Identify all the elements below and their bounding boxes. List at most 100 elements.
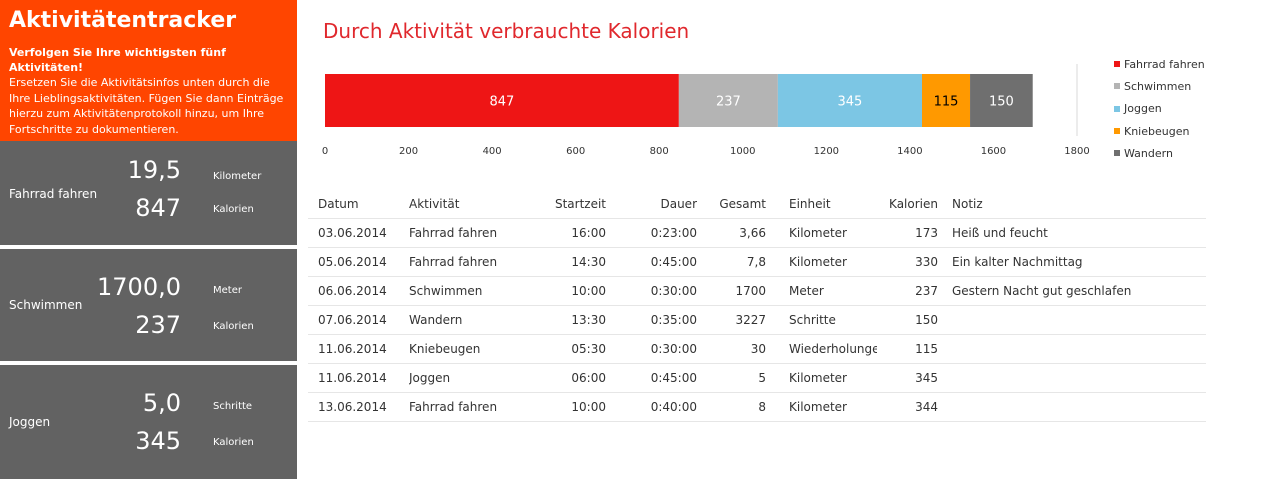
cell-kalorien[interactable]: 345 — [915, 371, 938, 385]
table-row[interactable]: 13.06.2014 Fahrrad fahren 10:00 0:40:00 8 Kil… — [308, 393, 1206, 422]
legend-swatch — [1114, 83, 1120, 90]
data-label: 115 — [934, 95, 959, 110]
cell-datum[interactable]: 07.06.2014 — [318, 313, 387, 327]
tick-label: 1200 — [814, 146, 839, 157]
legend-label: Schwimmen — [1124, 79, 1192, 93]
column-header-aktivitaet: Aktivität — [409, 197, 460, 211]
table-row[interactable]: 05.06.2014 Fahrrad fahren 14:30 0:45:00 7,8 K… — [308, 248, 1206, 277]
table-row[interactable]: 06.06.2014 Schwimmen 10:00 0:30:00 1700 Meter… — [308, 277, 1206, 306]
cell-startzeit[interactable]: 14:30 — [571, 255, 606, 269]
column-header-startzeit: Startzeit — [554, 197, 606, 211]
cell-aktivitaet[interactable]: Schwimmen — [409, 284, 483, 298]
cell-notiz[interactable]: Heiß und feucht — [952, 226, 1048, 240]
table-row[interactable]: 03.06.2014 Fahrrad fahren 16:00 0:23:00 3,66… — [308, 219, 1206, 248]
calories-chart: 0 200 400 600 800 1000 1200 1400 1600 1800 847 237 3… — [322, 64, 1090, 157]
cell-aktivitaet[interactable]: Joggen — [409, 371, 451, 385]
cell-datum[interactable]: 06.06.2014 — [318, 284, 387, 298]
cell-einheit[interactable]: Wiederholungen — [789, 342, 877, 356]
cell-dauer[interactable]: 0:30:00 — [650, 284, 697, 298]
bar-segment — [777, 74, 923, 127]
cell-einheit[interactable]: Kilometer — [789, 371, 847, 385]
activity-value: 19,5 — [127, 156, 181, 184]
tick-label: 1000 — [730, 146, 755, 157]
cell-notiz[interactable]: Ein kalter Nachmittag — [952, 255, 1083, 269]
activity-value: 1700,0 — [97, 273, 181, 301]
cell-aktivitaet[interactable]: Kniebeugen — [409, 342, 481, 356]
legend-label: Kniebeugen — [1124, 124, 1190, 138]
legend-item: Schwimmen — [1114, 75, 1205, 97]
activity-unit: Meter — [213, 285, 242, 296]
data-label: 150 — [989, 95, 1014, 110]
cell-startzeit[interactable]: 10:00 — [571, 400, 606, 414]
cell-startzeit[interactable]: 06:00 — [571, 371, 606, 385]
cell-datum[interactable]: 13.06.2014 — [318, 400, 387, 414]
cell-aktivitaet[interactable]: Fahrrad fahren — [409, 400, 498, 414]
tick-label: 400 — [483, 146, 502, 157]
cell-gesamt[interactable]: 1700 — [735, 284, 766, 298]
cell-startzeit[interactable]: 13:30 — [571, 313, 606, 327]
tick-label: 800 — [650, 146, 669, 157]
cell-aktivitaet[interactable]: Fahrrad fahren — [409, 255, 498, 269]
tick-label: 1600 — [981, 146, 1006, 157]
cell-kalorien[interactable]: 115 — [915, 342, 938, 356]
cell-einheit[interactable]: Kilometer — [789, 226, 847, 240]
table-row[interactable]: 07.06.2014 Wandern 13:30 0:35:00 3227 Schritt… — [308, 306, 1206, 335]
cell-einheit[interactable]: Kilometer — [789, 255, 847, 269]
chart-legend: Fahrrad fahren Schwimmen Joggen Kniebeugen W… — [1114, 53, 1205, 164]
cell-kalorien[interactable]: 173 — [915, 226, 938, 240]
cell-kalorien[interactable]: 150 — [915, 313, 938, 327]
cell-kalorien[interactable]: 330 — [915, 255, 938, 269]
data-label: 345 — [838, 95, 863, 110]
calories-unit: Kalorien — [213, 204, 254, 215]
cell-startzeit[interactable]: 10:00 — [571, 284, 606, 298]
calories-unit: Kalorien — [213, 437, 254, 448]
cell-gesamt[interactable]: 5 — [758, 371, 766, 385]
table-row[interactable]: 11.06.2014 Joggen 06:00 0:45:00 5 Kilometer 34… — [308, 364, 1206, 393]
cell-dauer[interactable]: 0:45:00 — [650, 371, 697, 385]
cell-dauer[interactable]: 0:23:00 — [650, 226, 697, 240]
cell-einheit[interactable]: Schritte — [789, 313, 836, 327]
column-header-gesamt: Gesamt — [719, 197, 766, 211]
activity-value: 5,0 — [142, 389, 181, 417]
cell-aktivitaet[interactable]: Fahrrad fahren — [409, 226, 498, 240]
cell-startzeit[interactable]: 16:00 — [571, 226, 606, 240]
cell-dauer[interactable]: 0:40:00 — [650, 400, 697, 414]
activity-calories: 345 — [135, 427, 181, 455]
legend-label: Wandern — [1124, 146, 1173, 160]
cell-datum[interactable]: 11.06.2014 — [318, 342, 387, 356]
cell-einheit[interactable]: Meter — [789, 284, 824, 298]
column-header-kalorien: Kalorien — [889, 197, 938, 211]
legend-swatch — [1114, 150, 1120, 157]
cell-datum[interactable]: 03.06.2014 — [318, 226, 387, 240]
cell-gesamt[interactable]: 30 — [750, 342, 766, 356]
tick-label: 200 — [399, 146, 418, 157]
activity-name: Joggen — [9, 415, 51, 429]
cell-aktivitaet[interactable]: Wandern — [409, 313, 463, 327]
cell-dauer[interactable]: 0:35:00 — [650, 313, 697, 327]
table-row[interactable]: 11.06.2014 Kniebeugen 05:30 0:30:00 30 Wieder… — [308, 335, 1206, 364]
legend-label: Joggen — [1124, 102, 1162, 116]
cell-gesamt[interactable]: 3227 — [735, 313, 766, 327]
column-header-einheit: Einheit — [789, 197, 831, 211]
legend-swatch — [1114, 105, 1120, 112]
legend-swatch — [1114, 61, 1120, 68]
activity-name: Fahrrad fahren — [9, 187, 98, 201]
cell-startzeit[interactable]: 05:30 — [571, 342, 606, 356]
cell-notiz[interactable]: Gestern Nacht gut geschlafen — [952, 284, 1132, 298]
activity-calories: 237 — [135, 311, 181, 339]
cell-gesamt[interactable]: 7,8 — [746, 255, 766, 269]
cell-gesamt[interactable]: 3,66 — [739, 226, 766, 240]
cell-kalorien[interactable]: 237 — [915, 284, 938, 298]
cell-datum[interactable]: 05.06.2014 — [318, 255, 387, 269]
cell-einheit[interactable]: Kilometer — [789, 400, 847, 414]
cell-gesamt[interactable]: 8 — [758, 400, 766, 414]
cell-dauer[interactable]: 0:45:00 — [650, 255, 697, 269]
activity-unit: Kilometer — [213, 171, 262, 182]
activity-card-2: Schwimmen 1700,0 Meter 237 Kalorien — [0, 249, 297, 361]
cell-dauer[interactable]: 0:30:00 — [650, 342, 697, 356]
activity-unit: Schritte — [213, 401, 253, 412]
legend-item: Fahrrad fahren — [1114, 53, 1205, 75]
legend-item: Joggen — [1114, 98, 1205, 120]
cell-kalorien[interactable]: 344 — [915, 400, 938, 414]
cell-datum[interactable]: 11.06.2014 — [318, 371, 387, 385]
